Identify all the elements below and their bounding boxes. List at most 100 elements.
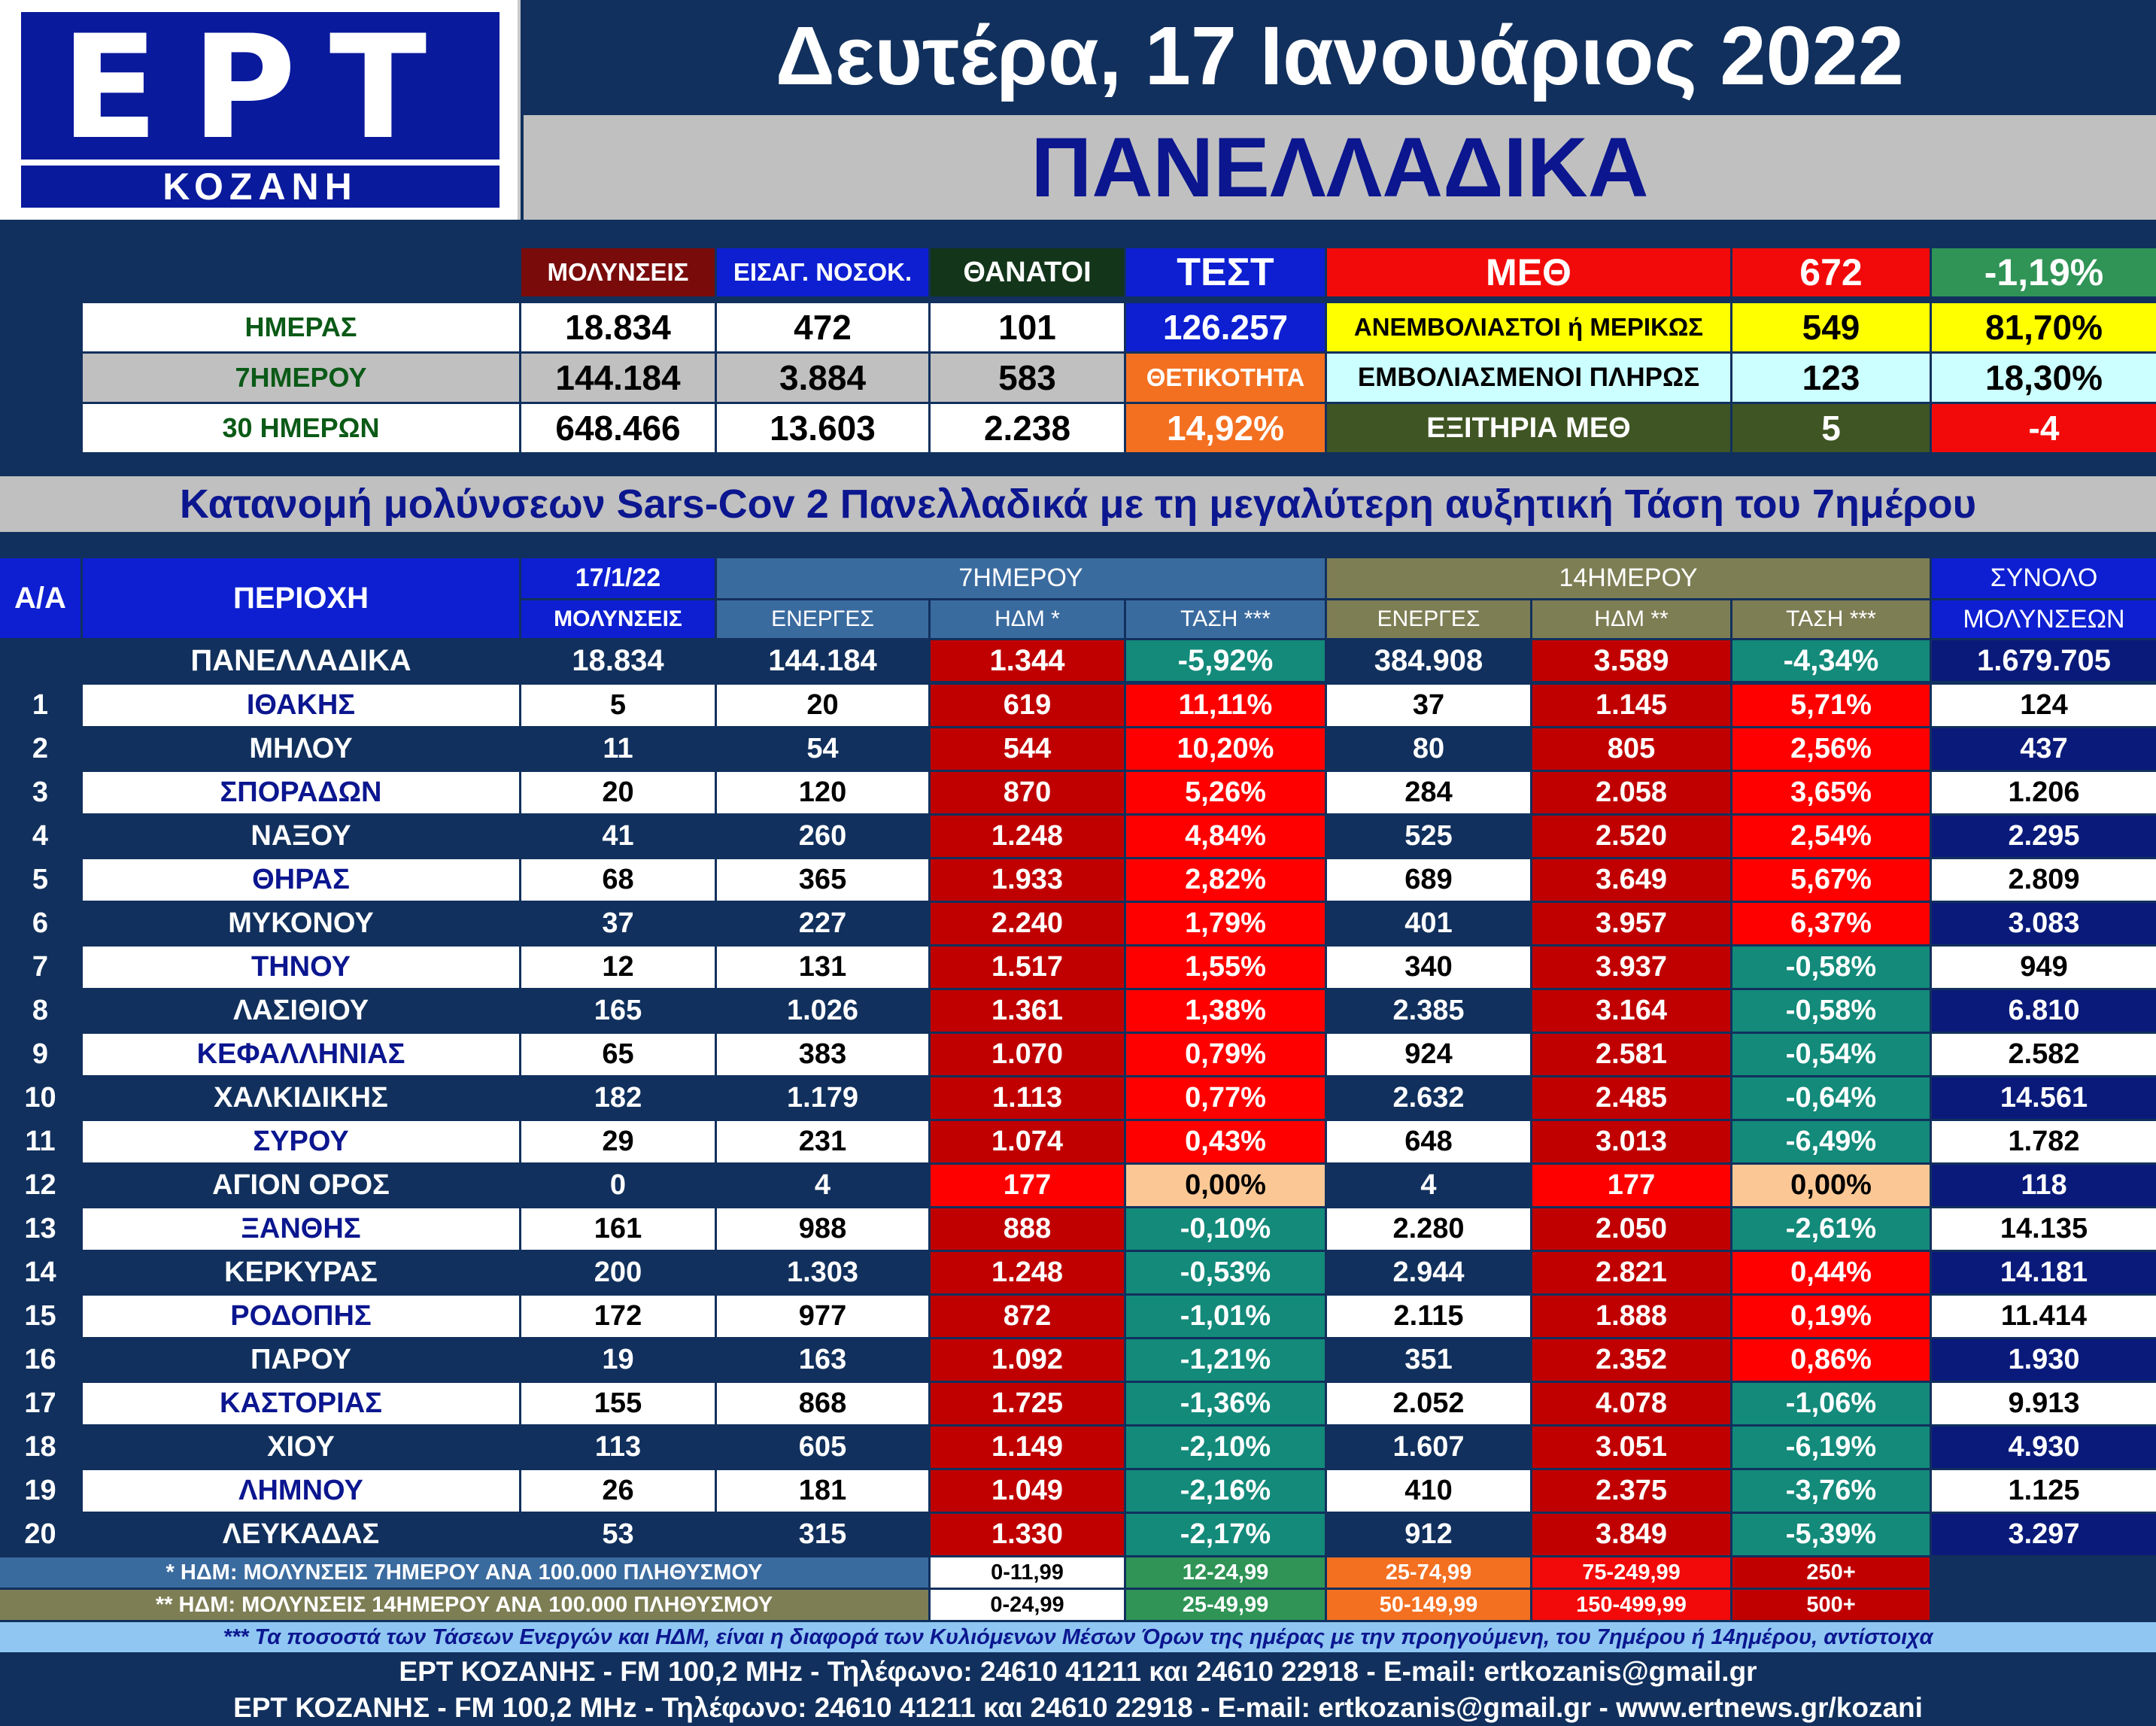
cell-hdm7: 544 [931, 728, 1124, 770]
national-label: ΠΑΝΕΛΛΑΔΙΚΑ [83, 640, 519, 681]
cell-total: 1.206 [1932, 772, 2156, 813]
summary-value: 583 [931, 354, 1124, 402]
cell-trend7: 5,26% [1126, 772, 1325, 813]
cell-n: 14 [0, 1252, 80, 1293]
cell-trend7: -2,16% [1126, 1470, 1325, 1512]
unvax-label: ΑΝΕΜΒΟΛΙΑΣΤΟΙ ή ΜΕΡΙΚΩΣ [1327, 303, 1730, 351]
col-header-aa: Α/Α [0, 558, 80, 638]
cell-hdm14: 177 [1532, 1165, 1730, 1206]
cell-act7: 54 [717, 728, 928, 770]
cell-n: 20 [0, 1514, 80, 1555]
cell-trend14: -2,61% [1732, 1208, 1930, 1250]
cell-name: ΜΥΚΟΝΟΥ [83, 903, 519, 944]
cell-trend7: 1,55% [1126, 947, 1325, 988]
cell-hdm14: 2.352 [1532, 1339, 1730, 1381]
cell-name: ΧΑΛΚΙΔΙΚΗΣ [83, 1077, 519, 1119]
summary-value: 648.466 [521, 404, 715, 452]
page-date: Δευτέρα, 17 Ιανουάριος 2022 [524, 0, 2156, 113]
summary-header-admissions: ΕΙΣΑΓ. ΝΟΣΟΚ. [717, 248, 928, 296]
cell-trend14: -0,58% [1732, 990, 1930, 1032]
cell-act14: 648 [1327, 1121, 1530, 1162]
cell-trend7: -1,21% [1126, 1339, 1325, 1381]
cell-trend14: 5,67% [1732, 859, 1930, 901]
cell-hdm7: 888 [931, 1208, 1124, 1250]
cell-trend14: -5,39% [1732, 1514, 1930, 1555]
col-header-total-2: ΜΟΛΥΝΣΕΩΝ [1932, 600, 2156, 638]
cell-name: ΤΗΝΟΥ [83, 947, 519, 988]
cell-act7: 383 [717, 1034, 928, 1075]
cell-trend14: -0,54% [1732, 1034, 1930, 1075]
cell-hdm7: 1.070 [931, 1034, 1124, 1075]
cell-total: 9.913 [1932, 1383, 2156, 1424]
cell-act14: 2.385 [1327, 990, 1530, 1032]
cell-n: 3 [0, 772, 80, 813]
cell-act14: 410 [1327, 1470, 1530, 1512]
cell-day: 19 [521, 1339, 715, 1381]
discharged-label: ΕΞΙΤΗΡΙΑ ΜΕΘ [1327, 404, 1730, 452]
cell-trend7: -2,17% [1126, 1514, 1325, 1555]
icu-change: -1,19% [1932, 248, 2156, 296]
cell-act14: 912 [1327, 1514, 1530, 1555]
cell-hdm14: 2.520 [1532, 816, 1730, 857]
cell-day: 65 [521, 1034, 715, 1075]
cell-act7: 227 [717, 903, 928, 944]
cell-total: 2.295 [1932, 816, 2156, 857]
col-header-trend-7: ΤΑΣΗ *** [1126, 600, 1325, 638]
cell-hdm14: 3.957 [1532, 903, 1730, 944]
cell-hdm7: 2.240 [931, 903, 1124, 944]
cell-act7: 163 [717, 1339, 928, 1381]
icu-value: 672 [1732, 248, 1930, 296]
cell-total: 1.125 [1932, 1470, 2156, 1512]
cell-hdm7: 1.074 [931, 1121, 1124, 1162]
col-header-date: 17/1/22 [521, 558, 715, 598]
cell-day: 161 [521, 1208, 715, 1250]
cell-n: 7 [0, 947, 80, 988]
cell-total: 437 [1932, 728, 2156, 770]
cell-name: ΞΑΝΘΗΣ [83, 1208, 519, 1250]
cell-hdm14: 2.581 [1532, 1034, 1730, 1075]
page-title: ΠΑΝΕΛΛΑΔΙΚΑ [524, 115, 2156, 220]
cell-n: 5 [0, 859, 80, 901]
cell-act7: 315 [717, 1514, 928, 1555]
cell-hdm7: 872 [931, 1296, 1124, 1337]
cell-trend14: 2,54% [1732, 816, 1930, 857]
cell-act7: 1.303 [717, 1252, 928, 1293]
cell-act14: 689 [1327, 859, 1530, 901]
ert-logo: ΕΡΤ ΚΟΖΑΝΗ [0, 0, 521, 220]
summary-value: 472 [717, 303, 928, 351]
summary-row-label: 30 ΗΜΕΡΩΝ [83, 404, 519, 452]
cell-n: 11 [0, 1121, 80, 1162]
cell-hdm14: 2.375 [1532, 1470, 1730, 1512]
cell-name: ΘΗΡΑΣ [83, 859, 519, 901]
cell-day: 12 [521, 947, 715, 988]
cell-name: ΛΑΣΙΘΙΟΥ [83, 990, 519, 1032]
cell-hdm14: 3.013 [1532, 1121, 1730, 1162]
cell-name: ΚΑΣΤΟΡΙΑΣ [83, 1383, 519, 1424]
cell-trend7: -1,01% [1126, 1296, 1325, 1337]
cell-n: 15 [0, 1296, 80, 1337]
cell-day: 37 [521, 903, 715, 944]
cell-n: 17 [0, 1383, 80, 1424]
cell-trend14: -3,76% [1732, 1470, 1930, 1512]
cell-trend7: 0,79% [1126, 1034, 1325, 1075]
footnote: *** Τα ποσοστά των Τάσεων Ενεργών και ΗΔ… [0, 1622, 2156, 1652]
cell-n: 16 [0, 1339, 80, 1381]
cell-hdm14: 2.485 [1532, 1077, 1730, 1119]
cell-total: 124 [1932, 685, 2156, 726]
col-header-trend-14: ΤΑΣΗ *** [1732, 600, 1930, 638]
national-active-7: 144.184 [717, 640, 928, 681]
cell-trend14: 0,19% [1732, 1296, 1930, 1337]
cell-hdm14: 3.849 [1532, 1514, 1730, 1555]
cell-act7: 181 [717, 1470, 928, 1512]
vax-label: ΕΜΒΟΛΙΑΣΜΕΝΟΙ ΠΛΗΡΩΣ [1327, 354, 1730, 402]
cell-name: ΝΑΞΟΥ [83, 816, 519, 857]
table-subtitle: Κατανομή μολύνσεων Sars-Cov 2 Πανελλαδικ… [0, 476, 2156, 532]
cell-name: ΚΕΡΚΥΡΑΣ [83, 1252, 519, 1293]
cell-act14: 2.115 [1327, 1296, 1530, 1337]
cell-trend7: -0,53% [1126, 1252, 1325, 1293]
cell-act7: 868 [717, 1383, 928, 1424]
cell-act14: 2.280 [1327, 1208, 1530, 1250]
cell-name: ΧΙΟΥ [83, 1427, 519, 1468]
cell-name: ΜΗΛΟΥ [83, 728, 519, 770]
test-label: ΤΕΣΤ [1126, 248, 1325, 296]
